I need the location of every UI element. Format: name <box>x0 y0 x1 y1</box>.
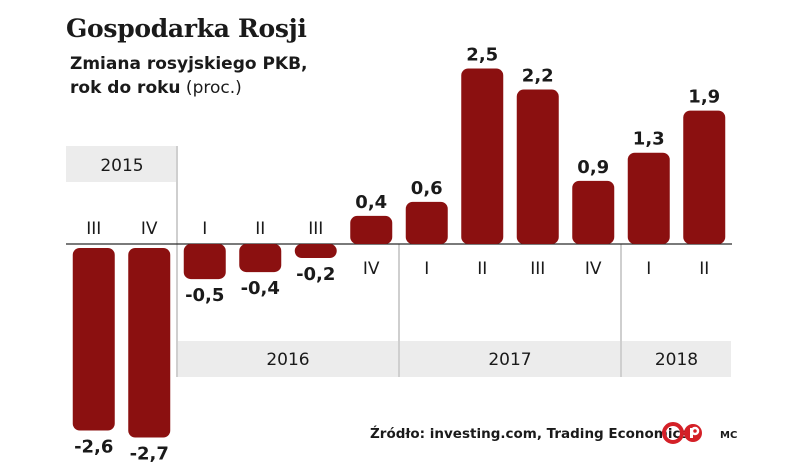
bar-2017-IV <box>572 180 615 244</box>
value-label: -2,6 <box>74 437 113 458</box>
bar-2017-I <box>405 201 448 244</box>
year-bands <box>66 146 732 377</box>
value-label: 2,5 <box>466 45 498 66</box>
year-label-2016: 2016 <box>266 350 309 370</box>
value-label: 1,9 <box>688 87 720 108</box>
year-label-2018: 2018 <box>655 350 698 370</box>
quarter-label: IV <box>363 259 380 279</box>
chart-title: Gospodarka Rosji <box>66 14 307 43</box>
subtitle-main: rok do roku <box>70 78 181 98</box>
quarter-label: III <box>308 219 323 239</box>
value-label: 0,9 <box>577 157 609 178</box>
quarter-label: I <box>424 259 429 279</box>
value-label: 0,6 <box>411 178 443 199</box>
subtitle-unit: (proc.) <box>180 78 242 98</box>
bar-2016-II <box>239 244 282 273</box>
bar-2016-IV <box>350 215 393 244</box>
source-note: Źródło: investing.com, Trading Economics <box>370 426 689 442</box>
value-label: 2,2 <box>522 66 554 87</box>
year-band-2018 <box>621 341 731 377</box>
value-label: 0,4 <box>355 192 387 213</box>
bar-2015-III <box>72 248 115 431</box>
value-label: -0,2 <box>296 264 335 285</box>
year-band-2015 <box>66 146 177 182</box>
year-label-2017: 2017 <box>488 350 531 370</box>
quarter-label: III <box>530 259 545 279</box>
bar-2016-I <box>183 244 226 280</box>
quarter-label: III <box>86 219 101 239</box>
bar-2016-III <box>294 244 337 259</box>
bar-2018-I <box>627 152 670 244</box>
bar-2015-IV <box>128 248 171 438</box>
quarter-label: IV <box>585 259 602 279</box>
year-band-2017 <box>399 341 620 377</box>
year-band-2016 <box>177 341 398 377</box>
cp-logo-icon <box>662 422 706 448</box>
value-label: -0,5 <box>185 285 224 306</box>
bar-2017-II <box>461 68 504 244</box>
quarter-label: II <box>477 259 487 279</box>
bar-2018-II <box>683 110 726 245</box>
quarter-label: IV <box>141 219 158 239</box>
subtitle-line-2: rok do roku (proc.) <box>70 76 308 100</box>
value-label: 1,3 <box>633 129 665 150</box>
value-label: -0,4 <box>241 278 280 299</box>
author-initials: MC <box>720 430 738 441</box>
quarter-label: II <box>255 219 265 239</box>
chart-subtitle: Zmiana rosyjskiego PKB, rok do roku (pro… <box>70 52 308 100</box>
bar-2017-III <box>516 89 559 244</box>
quarter-label: I <box>202 219 207 239</box>
year-label-2015: 2015 <box>100 156 143 176</box>
bars <box>72 68 726 438</box>
subtitle-line-1: Zmiana rosyjskiego PKB, <box>70 54 308 74</box>
quarter-label: II <box>699 259 709 279</box>
quarter-label: I <box>646 259 651 279</box>
value-label: -2,7 <box>130 444 169 465</box>
